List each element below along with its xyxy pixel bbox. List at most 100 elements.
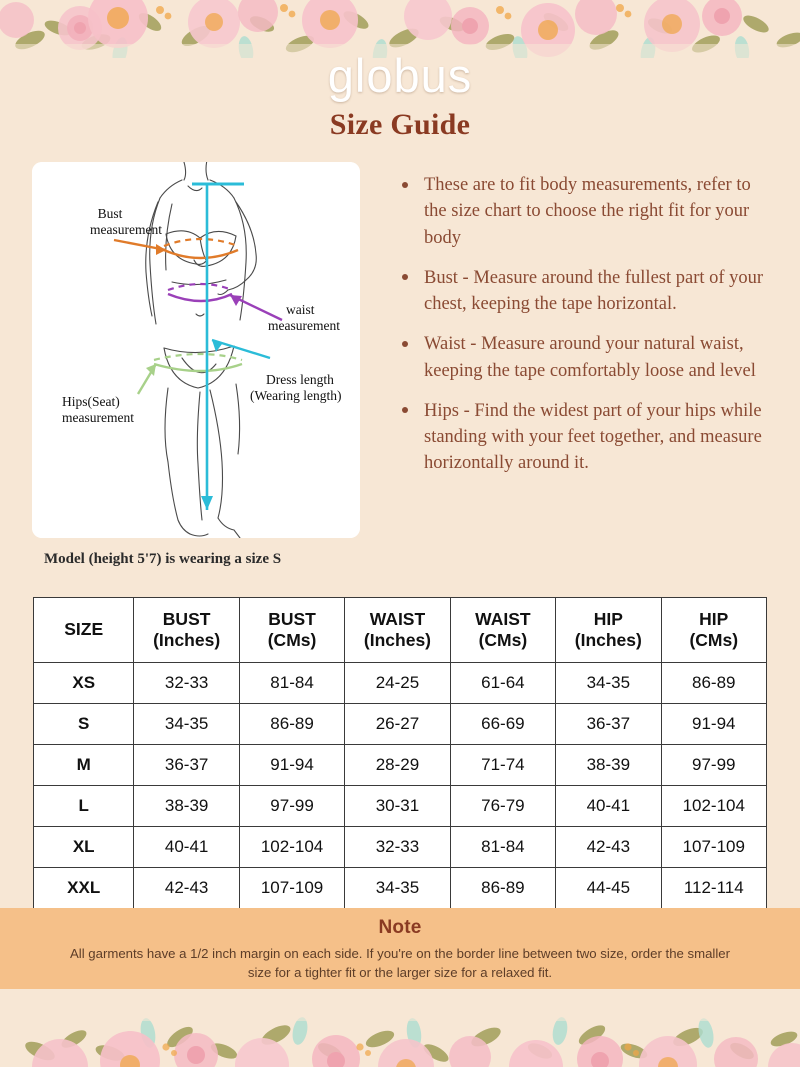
page-title: Size Guide <box>329 108 471 141</box>
bullet-dot-icon <box>402 181 408 188</box>
table-row: XS 32-33 81-84 24-25 61-64 34-35 86-89 <box>32 662 768 704</box>
cell-bust-inches: 34-35 <box>133 703 240 745</box>
cell-bust-cms: 86-89 <box>238 703 346 745</box>
cell-size: M <box>32 744 135 786</box>
body-diagram-svg: Bust measurement waist measurement Hips(… <box>32 162 360 538</box>
cell-waist-inches: 26-27 <box>344 703 451 745</box>
cell-hip-inches: 42-43 <box>555 826 662 868</box>
cell-size: L <box>32 785 135 827</box>
cell-size: XXL <box>32 867 135 909</box>
header-top: HIP <box>593 608 623 629</box>
table-row: L 38-39 97-99 30-31 76-79 40-41 102-104 <box>32 785 768 827</box>
bullet-dot-icon <box>402 274 408 281</box>
measurement-instructions-list: These are to fit body measurements, refe… <box>396 172 766 491</box>
column-header-waist-cms: WAIST (CMs) <box>449 597 557 663</box>
dress-label-line1: Dress length <box>266 372 334 387</box>
list-item: Waist - Measure around your natural wais… <box>396 331 766 384</box>
list-item: Bust - Measure around the fullest part o… <box>396 265 766 318</box>
cell-waist-cms: 66-69 <box>449 703 557 745</box>
cell-bust-inches: 40-41 <box>133 826 240 868</box>
floral-border-bottom <box>0 995 800 1067</box>
column-header-hip-cms: HIP (CMs) <box>660 597 768 663</box>
note-banner: Note All garments have a 1/2 inch margin… <box>0 908 800 989</box>
column-header-bust-inches: BUST (Inches) <box>133 597 240 663</box>
floral-bottom-svg <box>0 995 800 1067</box>
size-chart-table: SIZE BUST (Inches) BUST (CMs) WAIST (Inc… <box>32 597 768 909</box>
note-body: All garments have a 1/2 inch margin on e… <box>69 946 731 981</box>
bust-label-line2: measurement <box>90 222 162 237</box>
cell-hip-cms: 86-89 <box>660 662 768 704</box>
cell-waist-inches: 30-31 <box>344 785 451 827</box>
header-top: WAIST <box>475 608 531 629</box>
cell-waist-inches: 24-25 <box>344 662 451 704</box>
column-header-hip-inches: HIP (Inches) <box>555 597 662 663</box>
table-header-row: SIZE BUST (Inches) BUST (CMs) WAIST (Inc… <box>32 597 768 663</box>
model-height-note: Model (height 5'7) is wearing a size S <box>44 551 282 567</box>
list-item: These are to fit body measurements, refe… <box>396 172 766 251</box>
waist-label-line1: waist <box>286 302 315 317</box>
cell-waist-cms: 76-79 <box>449 785 557 827</box>
header-top: HIP <box>699 608 729 629</box>
bullet-dot-icon <box>402 340 408 347</box>
cell-waist-cms: 61-64 <box>449 662 557 704</box>
hips-label-line1: Hips(Seat) <box>62 394 120 409</box>
cell-hip-inches: 44-45 <box>555 867 662 909</box>
list-item-text: These are to fit body measurements, refe… <box>424 175 751 248</box>
cell-bust-cms: 81-84 <box>238 662 346 704</box>
list-item-text: Waist - Measure around your natural wais… <box>424 334 756 381</box>
cell-waist-inches: 32-33 <box>344 826 451 868</box>
header-bottom: (CMs) <box>267 630 317 650</box>
cell-bust-cms: 107-109 <box>238 867 346 909</box>
header-top: BUST <box>162 608 211 629</box>
header-top: SIZE <box>64 619 104 640</box>
cell-waist-cms: 81-84 <box>449 826 557 868</box>
cell-hip-cms: 102-104 <box>660 785 768 827</box>
cell-bust-cms: 91-94 <box>238 744 346 786</box>
hips-label-line2: measurement <box>62 410 134 425</box>
table-row: XXL 42-43 107-109 34-35 86-89 44-45 112-… <box>32 867 768 909</box>
header-bottom: (CMs) <box>478 630 528 650</box>
column-header-waist-inches: WAIST (Inches) <box>344 597 451 663</box>
cell-size: S <box>32 703 135 745</box>
cell-hip-inches: 36-37 <box>555 703 662 745</box>
list-item-text: Hips - Find the widest part of your hips… <box>424 400 762 474</box>
cell-hip-cms: 112-114 <box>660 867 768 909</box>
cell-hip-cms: 91-94 <box>660 703 768 745</box>
dress-length-line-icon <box>192 182 271 510</box>
list-item-text: Bust - Measure around the fullest part o… <box>424 267 764 315</box>
cell-bust-inches: 38-39 <box>133 785 240 827</box>
cell-hip-inches: 34-35 <box>555 662 662 704</box>
body-measurement-diagram-panel: Bust measurement waist measurement Hips(… <box>32 162 360 538</box>
list-item: Hips - Find the widest part of your hips… <box>396 398 766 477</box>
bullet-dot-icon <box>402 407 408 414</box>
header-top: WAIST <box>369 608 426 629</box>
brand-logo: globus <box>327 49 473 102</box>
hips-measure-line-icon <box>136 352 243 395</box>
cell-hip-inches: 38-39 <box>555 744 662 786</box>
bust-measure-line-icon <box>113 237 239 260</box>
cell-bust-cms: 102-104 <box>238 826 346 868</box>
cell-waist-cms: 86-89 <box>449 867 557 909</box>
cell-bust-inches: 32-33 <box>133 662 240 704</box>
waist-label-line2: measurement <box>268 318 340 333</box>
header-top: BUST <box>268 608 316 629</box>
table-row: XL 40-41 102-104 32-33 81-84 42-43 107-1… <box>32 826 768 868</box>
note-title: Note <box>378 917 422 938</box>
bust-label-line1: Bust <box>98 206 123 221</box>
header-bottom: (Inches) <box>363 630 432 650</box>
header-bottom: (CMs) <box>689 630 739 650</box>
cell-hip-cms: 107-109 <box>660 826 768 868</box>
cell-waist-cms: 71-74 <box>449 744 557 786</box>
cell-size: XS <box>32 662 135 704</box>
cell-bust-inches: 42-43 <box>133 867 240 909</box>
cell-bust-cms: 97-99 <box>238 785 346 827</box>
table-row: M 36-37 91-94 28-29 71-74 38-39 97-99 <box>32 744 768 786</box>
cell-waist-inches: 34-35 <box>344 867 451 909</box>
dress-label-line2: (Wearing length) <box>250 388 342 403</box>
cell-waist-inches: 28-29 <box>344 744 451 786</box>
cell-hip-inches: 40-41 <box>555 785 662 827</box>
header-bottom: (Inches) <box>153 630 221 650</box>
cell-size: XL <box>32 826 135 868</box>
column-header-bust-cms: BUST (CMs) <box>238 597 346 663</box>
